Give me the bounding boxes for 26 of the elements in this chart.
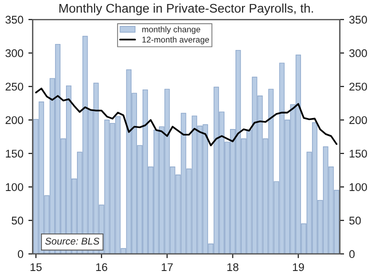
y2-tick-label: 300 bbox=[349, 49, 367, 58]
x-tick-label: 18 bbox=[227, 263, 238, 272]
y-tick-label: 150 bbox=[6, 150, 24, 158]
y2-tick-label: 350 bbox=[349, 16, 367, 24]
y2-tick-label: 250 bbox=[349, 82, 367, 91]
y2-tick-label: 0 bbox=[349, 250, 355, 258]
y2-tick-label: 150 bbox=[350, 150, 367, 158]
x-tick-label: 15 bbox=[30, 263, 42, 272]
x-tick-label: 16 bbox=[96, 263, 108, 272]
y2-tick-label: 50 bbox=[349, 216, 361, 225]
x-tick-label: 19 bbox=[292, 263, 304, 272]
y-tick-label: 50 bbox=[12, 216, 24, 225]
annotation: Source: BLS bbox=[45, 238, 100, 245]
legend-label: 12-month average bbox=[142, 36, 210, 44]
y-tick-label: 300 bbox=[6, 49, 24, 58]
y-tick-label: 250 bbox=[6, 82, 24, 91]
x-tick-label: 17 bbox=[162, 263, 173, 271]
y-tick-label: 200 bbox=[6, 116, 24, 124]
y2-tick-label: 100 bbox=[350, 183, 367, 192]
line-series bbox=[35, 88, 338, 146]
y-tick-label: 0 bbox=[18, 250, 24, 258]
y2-tick-label: 200 bbox=[349, 116, 367, 124]
chart-title: Monthly Change in Private-Sector Payrolls, th. bbox=[59, 4, 313, 16]
y-tick-label: 100 bbox=[6, 183, 24, 192]
legend-label: monthly change bbox=[142, 26, 200, 34]
y-tick-label: 350 bbox=[6, 16, 24, 24]
